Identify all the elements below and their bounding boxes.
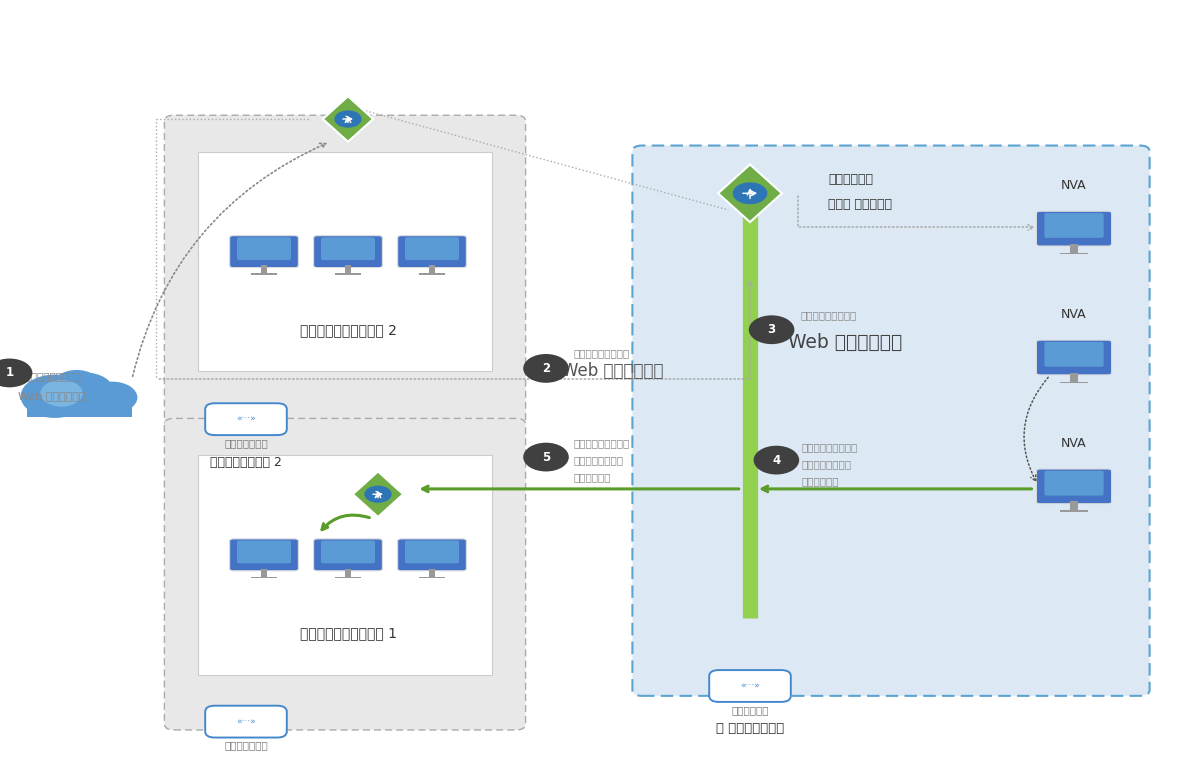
Bar (428, 568, 436, 577)
FancyBboxPatch shape (397, 539, 467, 571)
FancyBboxPatch shape (320, 237, 376, 260)
Bar (344, 568, 352, 577)
Bar (420, 577, 444, 578)
FancyBboxPatch shape (632, 146, 1150, 696)
FancyBboxPatch shape (1044, 342, 1104, 367)
Text: フィルター処理あり: フィルター処理あり (574, 438, 630, 449)
Text: «···»: «···» (740, 681, 760, 691)
FancyBboxPatch shape (1044, 213, 1104, 238)
Bar (252, 274, 276, 275)
Polygon shape (718, 164, 782, 222)
Text: 顧客アプリケーション 2: 顧客アプリケーション 2 (300, 323, 396, 337)
Text: NVA: NVA (1061, 308, 1087, 321)
Text: 5: 5 (542, 450, 550, 464)
FancyBboxPatch shape (709, 670, 791, 702)
Circle shape (20, 374, 89, 418)
Circle shape (0, 359, 32, 387)
Text: «···»: «···» (236, 717, 256, 726)
Text: トラフィック: トラフィック (802, 476, 839, 487)
Bar (252, 577, 276, 578)
FancyBboxPatch shape (205, 706, 287, 738)
Text: Web トラフィック: Web トラフィック (562, 362, 664, 381)
Circle shape (749, 315, 794, 344)
FancyBboxPatch shape (236, 237, 292, 260)
FancyBboxPatch shape (236, 540, 292, 563)
Text: コンシューマー: コンシューマー (224, 438, 268, 448)
Circle shape (41, 380, 83, 406)
Text: Web トラフィック: Web トラフィック (18, 391, 85, 402)
Bar (344, 265, 352, 274)
Circle shape (88, 382, 138, 413)
Bar (428, 265, 436, 274)
Text: Web トラフィック: Web トラフィック (788, 333, 902, 352)
Bar (1070, 244, 1078, 252)
Text: «···»: «···» (236, 415, 256, 424)
Text: フィルター処理なし: フィルター処理なし (574, 348, 630, 359)
FancyBboxPatch shape (397, 236, 467, 268)
Text: ❶ フィルター処理なし: ❶ フィルター処理なし (12, 372, 80, 383)
Text: 1: 1 (6, 366, 13, 380)
Text: ロード バランサー: ロード バランサー (828, 198, 892, 211)
FancyBboxPatch shape (320, 540, 376, 563)
FancyBboxPatch shape (198, 152, 492, 371)
FancyBboxPatch shape (313, 539, 383, 571)
Bar (260, 568, 268, 577)
Bar (336, 274, 360, 275)
FancyBboxPatch shape (229, 539, 299, 571)
Circle shape (55, 372, 114, 409)
FancyBboxPatch shape (404, 540, 460, 563)
Text: フィルター処理なし: フィルター処理なし (800, 310, 857, 321)
Text: アプリケーション: アプリケーション (574, 455, 624, 465)
FancyBboxPatch shape (1037, 211, 1111, 246)
Circle shape (754, 446, 799, 475)
Text: 顧客アプリケーション 1: 顧客アプリケーション 1 (300, 626, 396, 640)
FancyBboxPatch shape (229, 236, 299, 268)
Bar (1060, 252, 1088, 255)
Text: アプリケーション: アプリケーション (802, 459, 852, 469)
Circle shape (335, 111, 361, 127)
FancyBboxPatch shape (313, 236, 383, 268)
FancyBboxPatch shape (164, 418, 526, 730)
Circle shape (523, 354, 569, 383)
Polygon shape (323, 96, 373, 142)
Text: トラフィック: トラフィック (574, 472, 611, 483)
Circle shape (365, 486, 391, 503)
Text: コンシューマー: コンシューマー (224, 741, 268, 750)
Text: フィルター処理あり: フィルター処理あり (802, 442, 858, 453)
Bar (260, 265, 268, 274)
Circle shape (523, 443, 569, 471)
FancyBboxPatch shape (164, 115, 526, 427)
Text: 3: 3 (768, 323, 775, 337)
Text: 仮 想ネットワーク: 仮 想ネットワーク (716, 722, 784, 735)
Bar (1070, 502, 1078, 510)
FancyBboxPatch shape (404, 237, 460, 260)
Circle shape (733, 183, 767, 204)
Bar (1060, 381, 1088, 384)
Text: 4: 4 (773, 453, 780, 467)
FancyBboxPatch shape (198, 455, 492, 675)
Text: 2: 2 (542, 362, 550, 375)
FancyBboxPatch shape (1037, 340, 1111, 375)
Text: NVA: NVA (1061, 437, 1087, 450)
FancyBboxPatch shape (1037, 469, 1111, 504)
FancyBboxPatch shape (1044, 471, 1104, 496)
Bar (26, 396, 132, 417)
Bar (336, 577, 360, 578)
Bar (1070, 373, 1078, 381)
Circle shape (53, 370, 101, 400)
FancyBboxPatch shape (205, 403, 287, 435)
Text: プロバイダー: プロバイダー (731, 705, 769, 715)
Bar (1060, 510, 1088, 512)
Text: 仮想ネットワーク 2: 仮想ネットワーク 2 (210, 456, 282, 468)
Text: ゲートウェイ: ゲートウェイ (828, 173, 872, 186)
Text: NVA: NVA (1061, 179, 1087, 193)
Bar (420, 274, 444, 275)
Polygon shape (353, 471, 403, 517)
